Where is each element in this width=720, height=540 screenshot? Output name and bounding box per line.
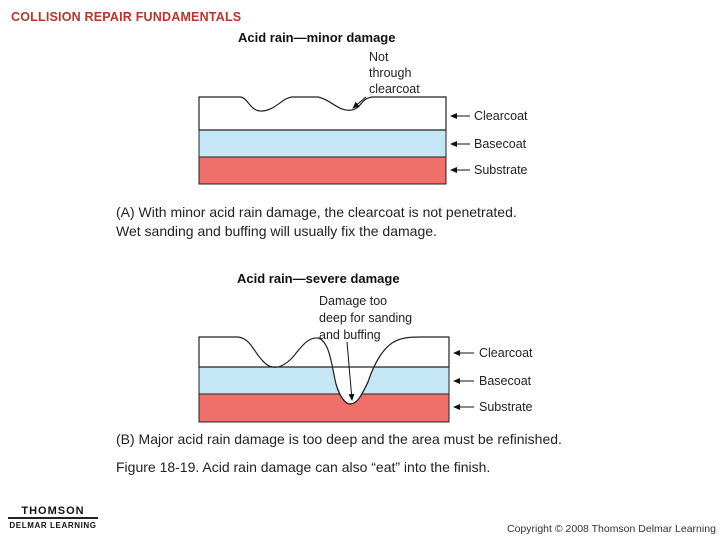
panel-a-caption-line-2: Wet sanding and buffing will usually fix…	[116, 223, 437, 239]
panel-a-layer-labels: Clearcoat Basecoat Substrate	[450, 109, 528, 177]
logo-rule	[8, 517, 98, 519]
panel-a-annotation-line-2: through	[369, 66, 411, 80]
panel-b-substrate-label: Substrate	[479, 400, 533, 414]
panel-a-caption: (A) With minor acid rain damage, the cle…	[116, 203, 517, 241]
panel-a-title: Acid rain—minor damage	[238, 30, 395, 45]
panel-b-annotation-line-2: deep for sanding	[319, 311, 412, 325]
panel-a-layers	[198, 96, 447, 185]
panel-a-basecoat-layer	[198, 129, 447, 158]
panel-a-substrate-layer	[198, 156, 447, 185]
panel-b-damage-pit	[335, 381, 369, 405]
panel-a-annotation-line-1: Not	[369, 50, 389, 64]
panel-a-clearcoat-label: Clearcoat	[474, 109, 528, 123]
panel-b-basecoat-label: Basecoat	[479, 374, 532, 388]
panel-a-annotation-pointer	[352, 96, 367, 109]
copyright-notice: Copyright © 2008 Thomson Delmar Learning	[507, 523, 716, 535]
panel-b-caption: (B) Major acid rain damage is too deep a…	[116, 431, 562, 447]
figure-caption: Figure 18-19. Acid rain damage can also …	[116, 459, 491, 475]
panel-b-annotation-pointer	[346, 341, 355, 401]
panel-a-caption-line-1: (A) With minor acid rain damage, the cle…	[116, 204, 517, 220]
panel-a-annotation-line-3: clearcoat	[369, 82, 420, 96]
panel-b-annotation-line-1: Damage too	[319, 294, 387, 308]
logo-sub: DELMAR LEARNING	[9, 521, 97, 530]
panel-a-substrate-label: Substrate	[474, 163, 528, 177]
logo-brand: THOMSON	[21, 505, 85, 517]
panel-b-clearcoat-label: Clearcoat	[479, 346, 533, 360]
panel-b-title: Acid rain—severe damage	[237, 271, 400, 286]
panel-b-annotation-line-3: and buffing	[319, 328, 381, 342]
panel-b-substrate-layer	[198, 393, 450, 423]
thomson-logo: THOMSON DELMAR LEARNING	[8, 505, 98, 530]
panel-b-layer-labels: Clearcoat Basecoat Substrate	[453, 346, 533, 414]
panel-a-basecoat-label: Basecoat	[474, 137, 527, 151]
panel-a-clearcoat-layer	[198, 96, 447, 131]
header-title: COLLISION REPAIR FUNDAMENTALS	[11, 10, 242, 24]
panel-b-basecoat-layer	[198, 366, 450, 395]
panel-b-layers	[198, 336, 450, 423]
